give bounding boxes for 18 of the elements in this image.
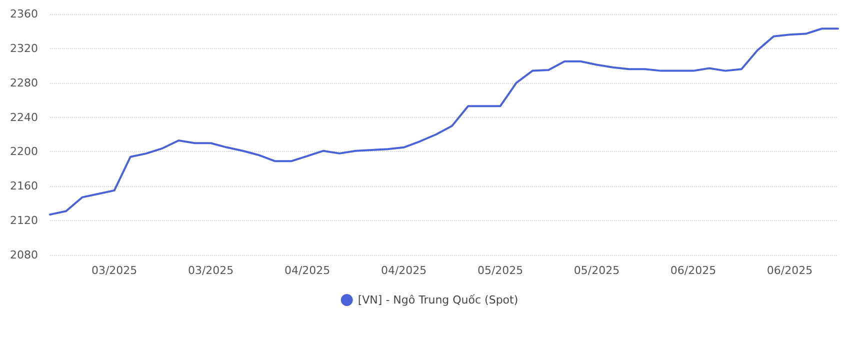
x-tick-label: 04/2025 xyxy=(380,264,427,277)
x-tick-label: 05/2025 xyxy=(574,264,620,277)
x-tick-label: 03/2025 xyxy=(91,264,138,277)
y-tick-label: 2200 xyxy=(10,145,38,158)
x-tick-label: 06/2025 xyxy=(670,264,716,277)
y-tick-label: 2120 xyxy=(10,214,38,228)
x-tick-label: 06/2025 xyxy=(766,264,813,277)
y-tick-label: 2160 xyxy=(10,180,38,193)
y-tick-label: 2280 xyxy=(10,76,38,90)
x-tick-label: 05/2025 xyxy=(477,264,524,277)
line-series xyxy=(49,28,839,216)
y-tick-label: 2360 xyxy=(10,8,38,20)
legend-label: [VN] - Ngô Trung Quốc (Spot) xyxy=(358,294,518,306)
x-tick-label: 04/2025 xyxy=(284,264,330,277)
x-tick-label: 03/2025 xyxy=(188,264,234,277)
y-tick-label: 2320 xyxy=(10,42,38,55)
y-tick-label: 2240 xyxy=(10,110,38,124)
y-tick-label: 2080 xyxy=(10,248,38,262)
